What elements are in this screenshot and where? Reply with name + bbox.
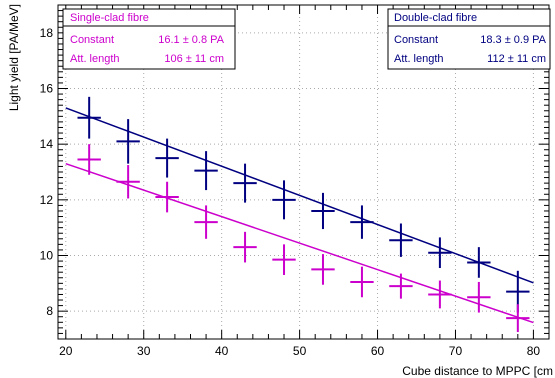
fit-line-single-clad-fibre <box>65 162 534 324</box>
data-point-single-clad-fibre <box>116 165 140 199</box>
data-point-double-clad-fibre <box>194 151 218 191</box>
x-tick-label: 30 <box>137 344 151 358</box>
data-point-double-clad-fibre <box>350 205 374 239</box>
legend-row-value: 106 ± 11 cm <box>164 53 224 65</box>
x-tick-label: 70 <box>449 344 463 358</box>
data-point-double-clad-fibre <box>467 247 491 278</box>
data-markers <box>77 96 530 333</box>
data-point-single-clad-fibre <box>77 144 101 175</box>
axes: 20 30 40 50 60 70 80 8 10 12 14 16 18 <box>40 4 550 358</box>
data-point-single-clad-fibre <box>389 273 413 299</box>
data-point-single-clad-fibre <box>311 254 335 285</box>
fit-line-double-clad-fibre <box>65 107 534 284</box>
data-point-double-clad-fibre <box>389 223 413 257</box>
legend-row-value: 18.3 ± 0.9 PA <box>480 34 546 46</box>
x-tick-label: 80 <box>527 344 541 358</box>
data-point-single-clad-fibre <box>233 231 257 263</box>
data-point-double-clad-fibre <box>311 192 335 230</box>
data-point-double-clad-fibre <box>272 180 296 220</box>
legend-row-value: 112 ± 11 cm <box>487 53 546 65</box>
data-point-single-clad-fibre <box>506 304 530 333</box>
data-point-single-clad-fibre <box>194 205 218 239</box>
legend-row-value: 16.1 ± 0.8 PA <box>158 34 224 46</box>
y-tick-label: 10 <box>40 249 54 263</box>
data-point-double-clad-fibre <box>233 163 257 203</box>
y-tick-label: 18 <box>40 26 54 40</box>
data-point-single-clad-fibre <box>350 266 374 298</box>
legend-row-label: Att. length <box>70 53 120 65</box>
data-point-single-clad-fibre <box>467 281 491 313</box>
fit-lines <box>65 107 534 324</box>
legend-double-clad: Double-clad fibre Constant 18.3 ± 0.9 PA… <box>387 8 551 70</box>
legend-title: Single-clad fibre <box>70 12 149 24</box>
x-tick-label: 40 <box>215 344 229 358</box>
legend-row-label: Constant <box>70 34 114 46</box>
data-point-single-clad-fibre <box>428 280 452 309</box>
data-point-double-clad-fibre <box>155 138 179 178</box>
y-tick-label: 12 <box>40 193 54 207</box>
legend-row-label: Att. length <box>394 53 444 65</box>
y-axis-label: Light yield [PA/MeV] <box>7 4 21 111</box>
legend-box <box>62 8 236 70</box>
data-point-double-clad-fibre <box>428 237 452 269</box>
data-point-double-clad-fibre <box>116 119 140 164</box>
y-tick-label: 8 <box>46 304 53 318</box>
legend-single-clad: Single-clad fibre Constant 16.1 ± 0.8 PA… <box>62 8 236 70</box>
legend-row-label: Constant <box>394 34 438 46</box>
x-axis-label: Cube distance to MPPC [cm <box>402 364 553 378</box>
x-tick-label: 50 <box>293 344 307 358</box>
data-point-single-clad-fibre <box>155 181 179 213</box>
x-tick-label: 20 <box>59 344 73 358</box>
legend-title: Double-clad fibre <box>394 12 477 24</box>
legend-box <box>387 8 551 70</box>
data-point-double-clad-fibre <box>77 96 101 139</box>
y-tick-label: 14 <box>40 137 54 151</box>
x-tick-label: 60 <box>371 344 385 358</box>
data-point-single-clad-fibre <box>272 244 296 275</box>
y-tick-label: 16 <box>40 82 54 96</box>
